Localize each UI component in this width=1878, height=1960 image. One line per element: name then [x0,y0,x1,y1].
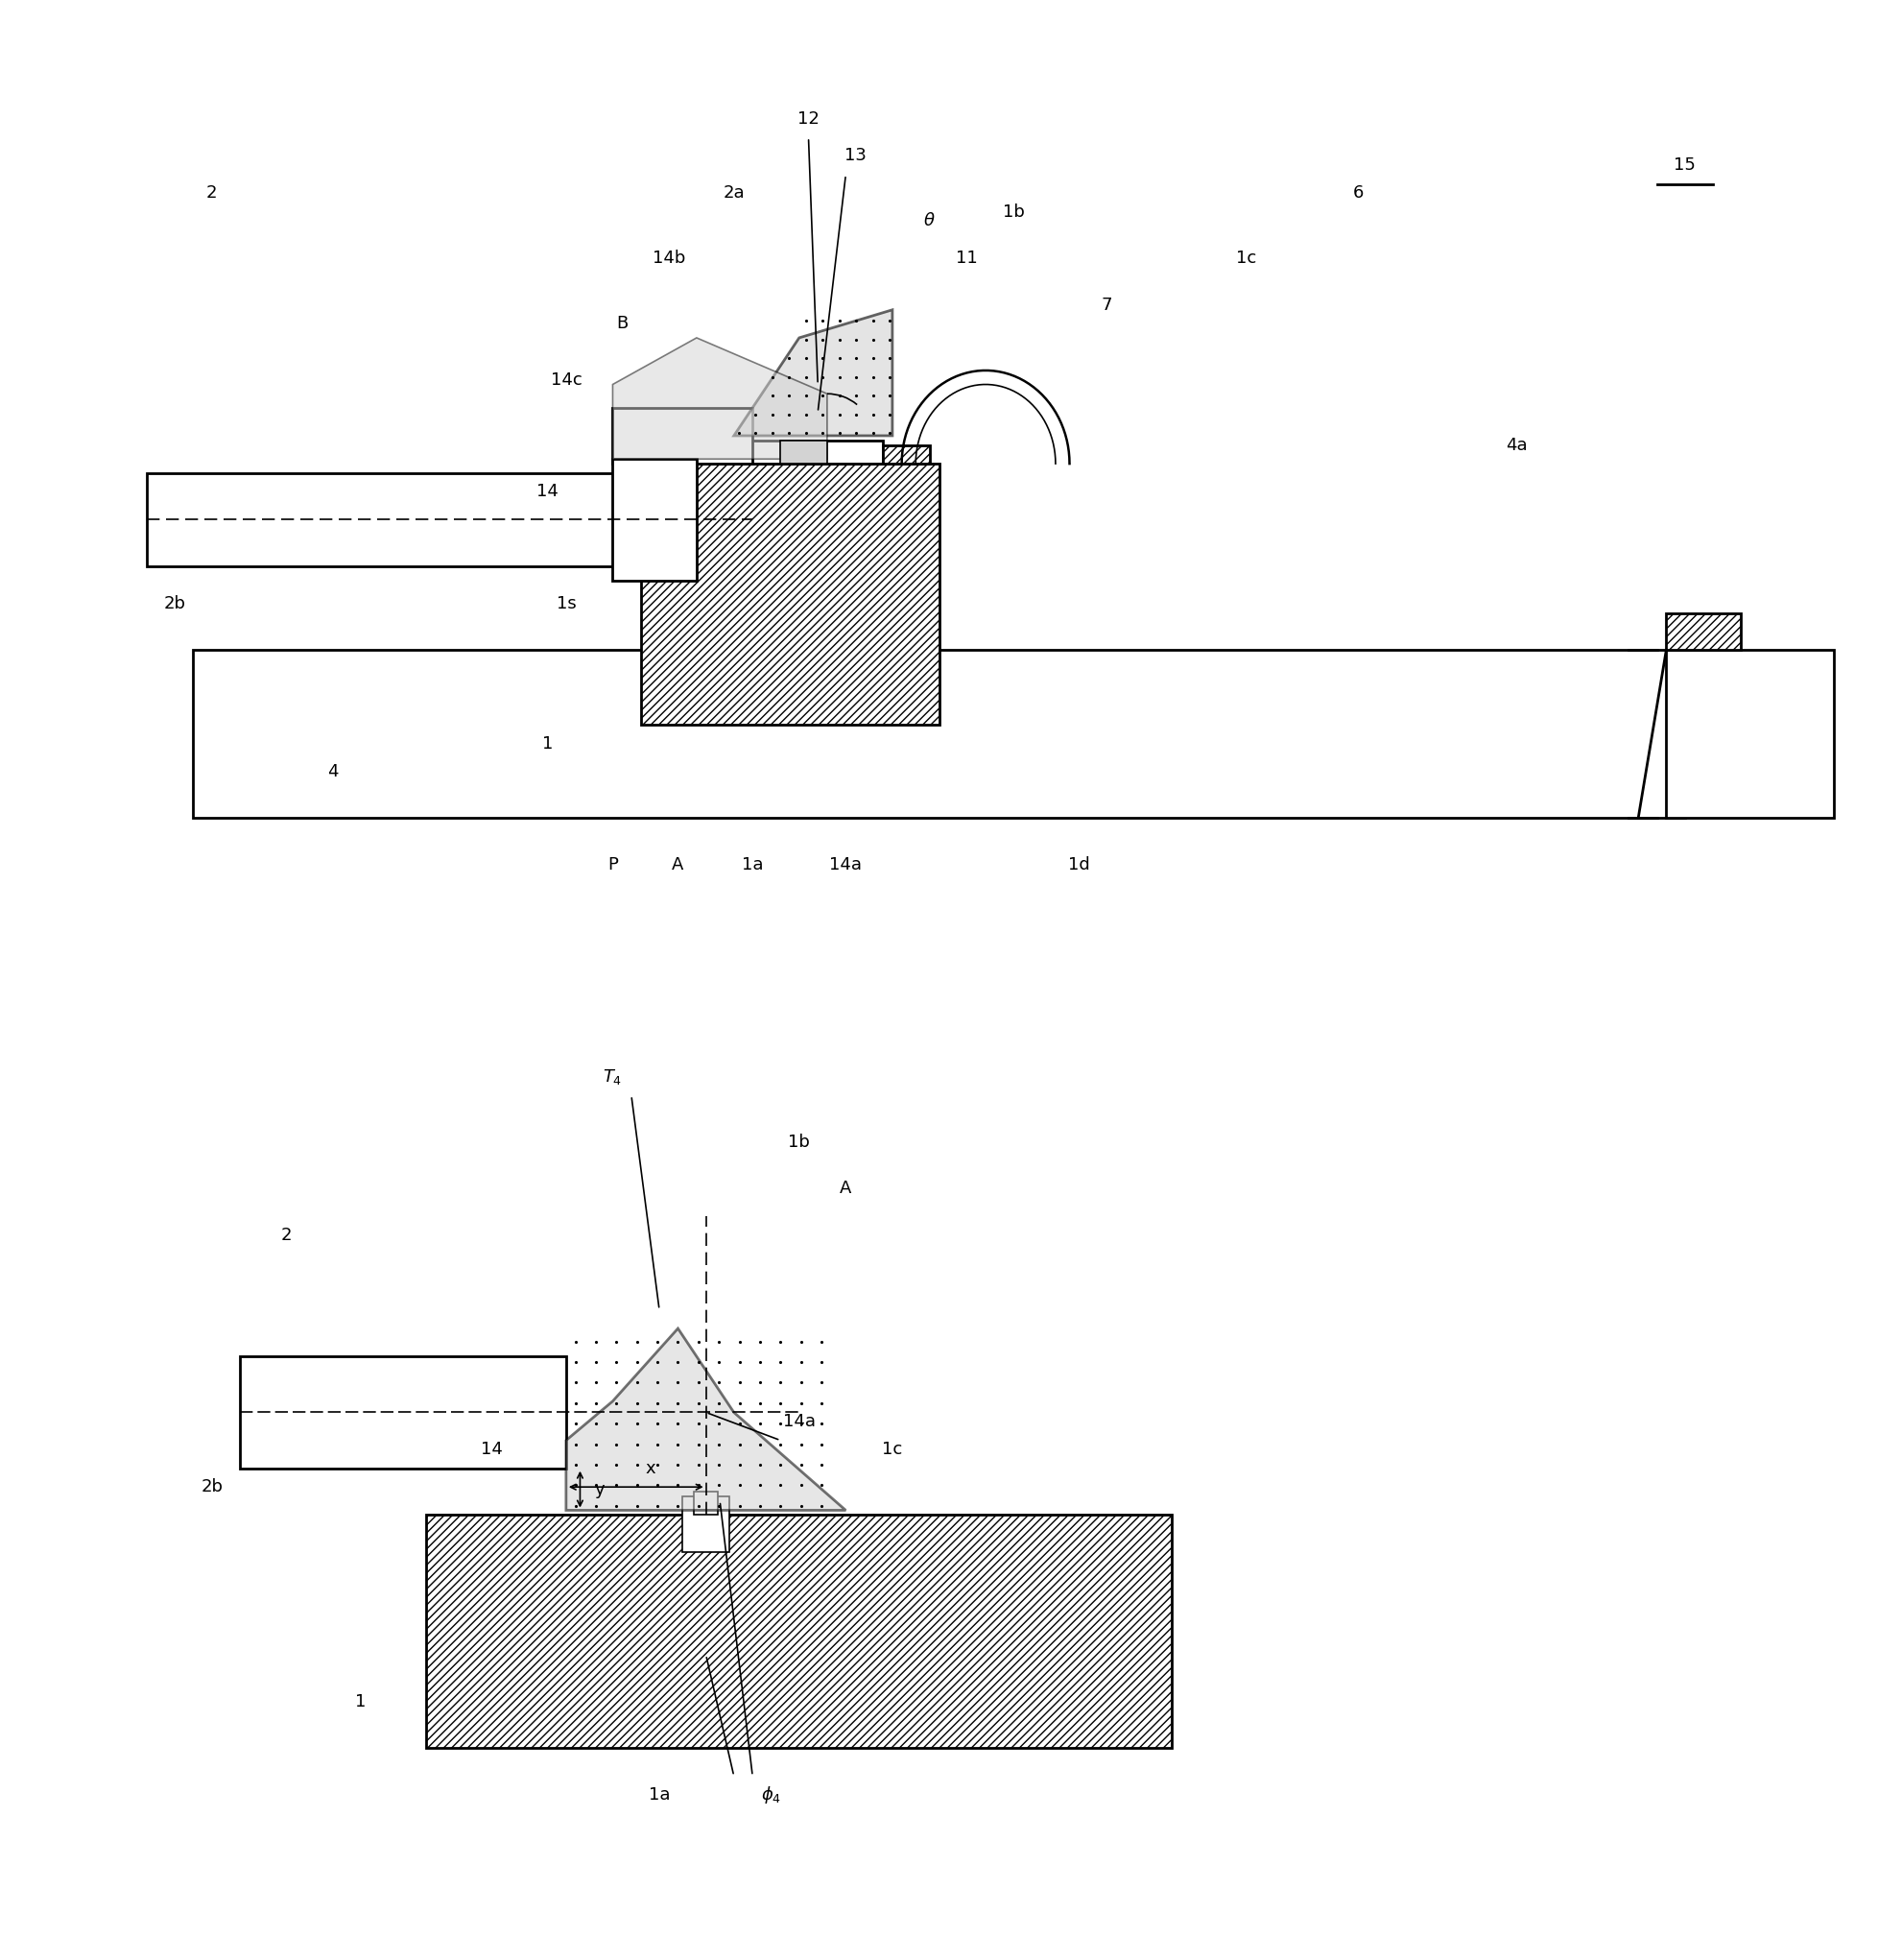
Bar [695,1492,717,1515]
Text: 1s: 1s [556,596,577,612]
Text: 1a: 1a [742,857,762,874]
Text: 1a: 1a [648,1786,670,1803]
Text: 1c: 1c [1236,249,1256,267]
Bar [240,1356,565,1468]
Text: 6: 6 [1352,184,1363,202]
Text: $T_4$: $T_4$ [603,1066,622,1086]
Bar [612,459,697,580]
Text: 12: 12 [798,110,819,127]
Text: 14b: 14b [652,249,685,267]
Text: 1c: 1c [883,1441,903,1458]
Text: 1d: 1d [1069,857,1089,874]
Text: 15: 15 [1673,157,1696,174]
Text: 1b: 1b [789,1133,809,1151]
Bar [193,651,1685,817]
Polygon shape [734,310,892,435]
Text: 2a: 2a [723,184,746,202]
Bar [1666,613,1741,651]
Text: 13: 13 [843,147,866,165]
Text: 2b: 2b [163,596,186,612]
Bar [1666,651,1835,817]
Text: 14c: 14c [550,370,582,388]
Text: 1: 1 [543,735,552,753]
Text: 14: 14 [481,1441,503,1458]
Text: y: y [593,1480,605,1497]
Text: P: P [607,857,618,874]
Text: 4: 4 [327,762,338,780]
Bar [146,472,659,566]
Text: $\phi_4$: $\phi_4$ [761,1784,781,1805]
Text: 4a: 4a [1506,437,1529,453]
Bar [883,445,930,465]
Text: 14: 14 [537,482,558,500]
Polygon shape [565,1329,845,1511]
Text: $\theta$: $\theta$ [924,212,935,229]
Text: 1: 1 [355,1693,366,1711]
Bar [640,465,939,725]
Text: 7: 7 [1101,296,1112,314]
Text: 2b: 2b [201,1478,223,1495]
Bar [682,1495,729,1552]
Text: A: A [839,1180,853,1198]
Bar [697,441,883,465]
Text: 2: 2 [282,1227,291,1245]
Text: 1b: 1b [1003,204,1025,221]
Text: 14a: 14a [783,1413,815,1431]
Text: 11: 11 [956,249,978,267]
Text: A: A [672,857,684,874]
Text: 2: 2 [207,184,218,202]
Bar [781,441,826,465]
Text: B: B [616,316,627,333]
Bar [426,1515,1172,1748]
Text: x: x [644,1460,655,1478]
Bar [612,408,753,465]
Text: 14a: 14a [830,857,862,874]
Polygon shape [612,337,826,459]
